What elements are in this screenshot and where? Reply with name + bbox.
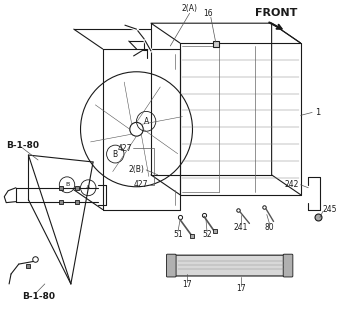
Text: 17: 17	[236, 284, 245, 293]
FancyBboxPatch shape	[283, 254, 293, 277]
Text: B: B	[113, 149, 118, 158]
FancyBboxPatch shape	[168, 255, 291, 276]
Text: B-1-80: B-1-80	[6, 140, 39, 150]
Text: FRONT: FRONT	[255, 8, 298, 18]
Text: A: A	[143, 117, 149, 126]
Text: 1: 1	[315, 108, 320, 117]
Text: 427: 427	[134, 180, 148, 189]
FancyBboxPatch shape	[166, 254, 176, 277]
Text: 2(B): 2(B)	[129, 165, 144, 174]
Text: 80: 80	[265, 223, 274, 232]
Text: B-1-80: B-1-80	[23, 292, 56, 301]
Text: 245: 245	[323, 205, 337, 214]
Text: 427: 427	[117, 144, 132, 153]
Text: 51: 51	[173, 230, 183, 239]
Text: 52: 52	[202, 230, 212, 239]
Text: 17: 17	[182, 280, 191, 289]
Text: 2(A): 2(A)	[182, 4, 198, 13]
Text: A: A	[86, 185, 90, 190]
Text: B: B	[65, 182, 69, 187]
Text: 242: 242	[284, 180, 299, 189]
Text: 241: 241	[234, 223, 248, 232]
Text: 16: 16	[203, 9, 213, 18]
